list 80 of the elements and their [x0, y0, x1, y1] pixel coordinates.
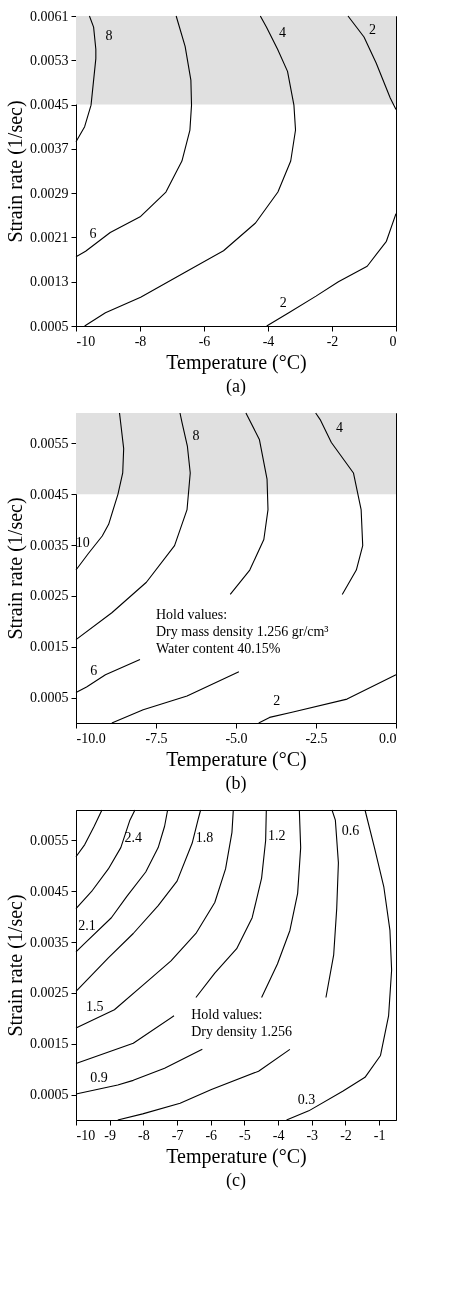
text: (b): [225, 773, 247, 794]
x-tick-label: -5: [239, 1127, 251, 1143]
x-axis-title: Temperature (°C): [166, 350, 307, 374]
y-tick-label: 0.0015: [30, 639, 69, 655]
x-tick-label: -10: [76, 333, 96, 349]
x-tick-label: -7.5: [145, 730, 168, 746]
series-label: 10: [75, 534, 90, 550]
x-tick-label: -6: [205, 1127, 218, 1143]
x-tick-label: 0.0: [379, 730, 397, 746]
line-series: [75, 658, 141, 694]
y-tick-label: 0.0055: [30, 832, 69, 848]
x-tick-label: -8: [134, 333, 147, 349]
series-label: 2.4: [124, 830, 142, 846]
series-label: 2: [273, 693, 281, 709]
text: (a): [226, 376, 246, 397]
y-tick-label: 0.0005: [30, 690, 69, 706]
line-series: [229, 412, 269, 595]
series-label: 2.1: [78, 917, 96, 933]
series-label: 0.6: [341, 823, 360, 839]
y-tick-label: 0.0061: [30, 8, 69, 24]
x-tick-label: -4: [262, 333, 275, 349]
y-tick-label: 0.0055: [30, 435, 69, 451]
annotation: Dry mass density 1.256 gr/cm³: [156, 624, 329, 640]
series-label: 6: [89, 226, 97, 242]
x-tick-label: -10: [76, 1127, 96, 1143]
annotation: Dry density 1.256: [191, 1024, 292, 1040]
x-tick-label: 0: [389, 333, 397, 349]
y-tick-label: 0.0035: [30, 537, 69, 553]
line-series: [75, 412, 125, 571]
line-series: [84, 15, 297, 327]
annotation: Water content 40.15%: [156, 641, 281, 657]
y-tick-label: 0.0015: [30, 1036, 69, 1052]
x-tick-label: -2: [340, 1127, 352, 1143]
y-tick-label: 0.0045: [30, 486, 69, 502]
line-series: [75, 15, 193, 258]
y-tick-label: 0.0029: [30, 185, 69, 201]
line-series: [75, 15, 97, 143]
series-label: 0.3: [297, 1091, 316, 1107]
series-label: 6: [90, 662, 98, 678]
x-tick-label: -3: [306, 1127, 319, 1143]
y-tick-label: 0.0045: [30, 883, 69, 899]
x-tick-label: -5.0: [225, 730, 248, 746]
y-tick-label: 0.0053: [30, 52, 69, 68]
y-tick-label: 0.0025: [30, 588, 69, 604]
x-axis-title: Temperature (°C): [166, 747, 307, 771]
series-label: 1.5: [85, 998, 104, 1014]
series-label: 1.8: [195, 829, 214, 845]
x-tick-label: -4: [272, 1127, 285, 1143]
series-label: 8: [105, 28, 113, 44]
x-tick-label: -7: [171, 1127, 184, 1143]
annotation: Hold values:: [191, 1007, 263, 1023]
line-series: [315, 412, 364, 595]
series-label: 1.2: [267, 828, 286, 844]
series-label: 0.9: [90, 1069, 108, 1085]
x-tick-label: -6: [198, 333, 211, 349]
x-tick-label: -1: [373, 1127, 386, 1143]
y-tick-label: 0.0005: [30, 1087, 69, 1103]
series-label: 2: [369, 22, 376, 38]
y-axis-title: Strain rate (1/sec): [4, 894, 27, 1037]
y-axis-title: Strain rate (1/sec): [4, 497, 27, 640]
y-tick-label: 0.0021: [30, 229, 69, 245]
y-axis-title: Strain rate (1/sec): [4, 100, 27, 243]
series-label: 4: [278, 25, 286, 41]
series-label: 8: [192, 428, 200, 444]
x-tick-label: -8: [138, 1127, 150, 1143]
y-tick-label: 0.0035: [30, 934, 69, 950]
y-tick-label: 0.0037: [30, 141, 69, 157]
text: (c): [226, 1170, 246, 1191]
x-axis-title: Temperature (°C): [166, 1144, 307, 1168]
y-tick-label: 0.0045: [30, 97, 69, 113]
y-tick-label: 0.0025: [30, 985, 69, 1001]
x-tick-label: -2.5: [305, 730, 328, 746]
x-tick-label: -10.0: [76, 730, 106, 746]
x-tick-label: -2: [326, 333, 339, 349]
annotation: Hold values:: [156, 607, 228, 623]
series-label: 2: [279, 295, 287, 311]
y-tick-label: 0.0005: [30, 318, 69, 334]
y-tick-label: 0.0013: [30, 274, 69, 290]
series-label: 4: [335, 420, 343, 436]
x-tick-label: -9: [104, 1127, 117, 1143]
